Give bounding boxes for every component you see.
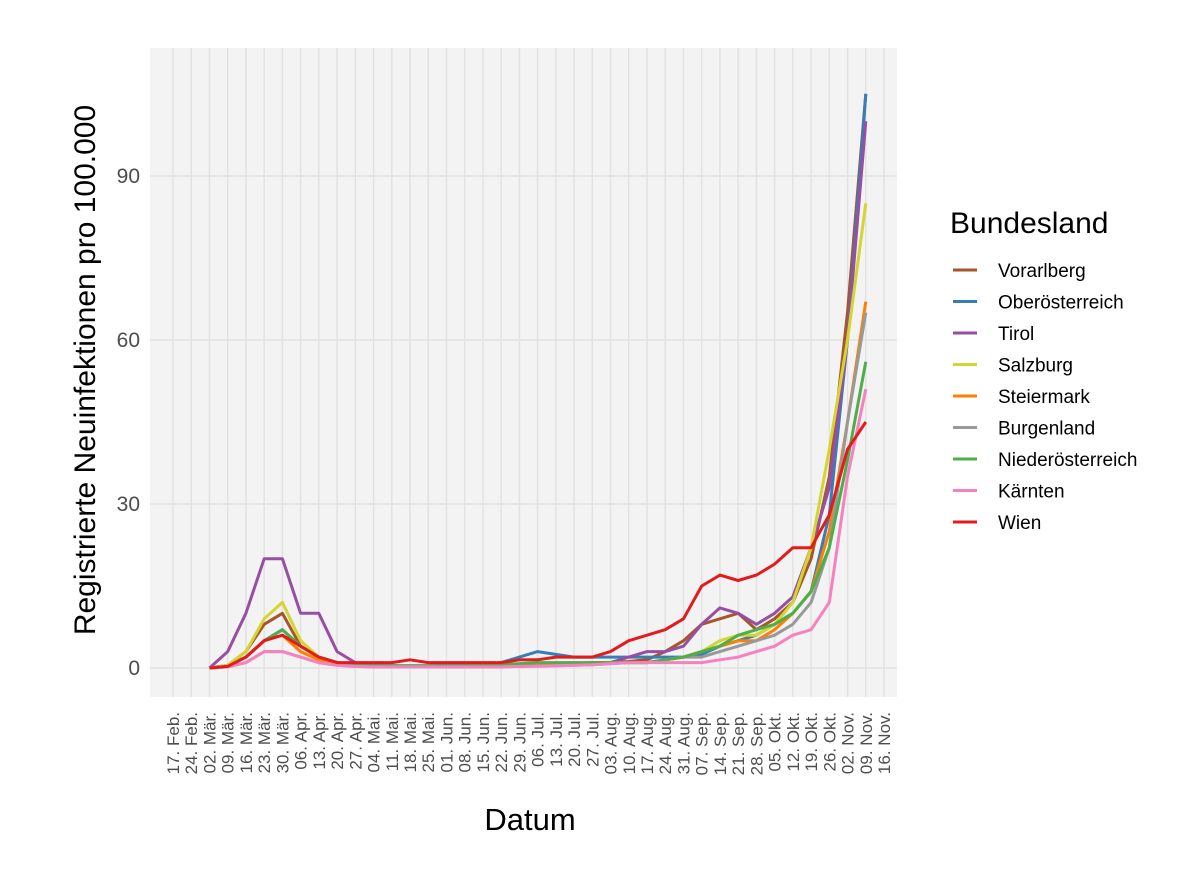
series-line (209, 421, 868, 670)
x-tick-label: 15. Jun. (474, 712, 493, 773)
x-tick-label: 22. Jun. (492, 712, 511, 773)
x-tick-label: 01. Jun. (437, 712, 456, 773)
x-tick-label: 04. Mai. (365, 712, 384, 772)
plot-background (150, 48, 897, 697)
y-tick-label: 90 (117, 165, 140, 188)
x-tick-label: 06. Jul. (529, 712, 548, 767)
legend-label: Niederösterreich (998, 450, 1137, 471)
x-tick-label: 12. Okt. (784, 712, 803, 772)
x-tick-label: 05. Okt. (766, 712, 785, 772)
x-tick-label: 13. Jul. (547, 712, 566, 767)
x-tick-label: 23. Mär. (255, 712, 274, 773)
x-tick-label: 27. Jul. (583, 712, 602, 767)
x-tick-label: 08. Jun. (456, 712, 475, 773)
legend-title: Bundesland (950, 207, 1108, 240)
x-tick-label: 24. Aug. (656, 712, 675, 774)
y-tick-label: 60 (117, 329, 140, 352)
x-tick-label: 26. Okt. (820, 712, 839, 772)
legend-label: Burgenland (998, 419, 1095, 440)
x-tick-label: 02. Mär. (200, 712, 219, 773)
x-tick-label: 11. Mai. (383, 712, 402, 771)
x-tick-label: 09. Nov. (857, 712, 876, 774)
y-axis-title: Registrierte Neuinfektionen pro 100.000 (69, 105, 102, 635)
x-tick-label: 29. Jun. (510, 712, 529, 773)
x-tick-label: 30. Mär. (273, 712, 292, 773)
y-tick-label: 0 (128, 657, 140, 680)
legend-label: Kärnten (998, 482, 1065, 503)
x-tick-label: 02. Nov. (839, 712, 858, 774)
series-line (209, 388, 868, 670)
legend-label: Vorarlberg (998, 261, 1086, 282)
legend-label: Steiermark (998, 387, 1090, 408)
x-tick-label: 18. Mai. (401, 712, 420, 772)
x-tick-label: 27. Apr. (346, 712, 365, 770)
y-tick-label: 30 (117, 493, 140, 516)
legend-label: Salzburg (998, 356, 1073, 377)
x-tick-label: 20. Apr. (328, 712, 347, 770)
x-tick-label: 17. Feb. (164, 712, 183, 774)
x-tick-label: 25. Mai. (419, 712, 438, 772)
x-tick-label: 20. Jul. (565, 712, 584, 767)
x-tick-label: 19. Okt. (802, 712, 821, 772)
x-tick-label: 16. Mär. (237, 712, 256, 773)
legend-label: Tirol (998, 324, 1034, 345)
x-tick-label: 21. Sep. (729, 712, 748, 775)
x-tick-label: 09. Mär. (219, 712, 238, 773)
lines (208, 93, 868, 670)
legend-label: Wien (998, 513, 1041, 534)
x-tick-label: 13. Apr. (310, 712, 329, 770)
x-tick-label: 06. Apr. (292, 712, 311, 770)
x-tick-label: 14. Sep. (711, 712, 730, 775)
x-axis-title: Datum (484, 802, 575, 837)
legend-label: Oberösterreich (998, 293, 1124, 314)
x-tick-label: 10. Aug. (620, 712, 639, 774)
x-tick-label: 03. Aug. (602, 712, 621, 774)
grid (150, 48, 897, 697)
x-tick-label: 28. Sep. (747, 712, 766, 775)
x-tick-label: 17. Aug. (638, 712, 657, 774)
x-tick-label: 24. Feb. (182, 712, 201, 774)
x-tick-label: 07. Sep. (693, 712, 712, 775)
x-tick-label: 16. Nov. (875, 712, 894, 774)
x-tick-label: 31. Aug. (674, 712, 693, 774)
